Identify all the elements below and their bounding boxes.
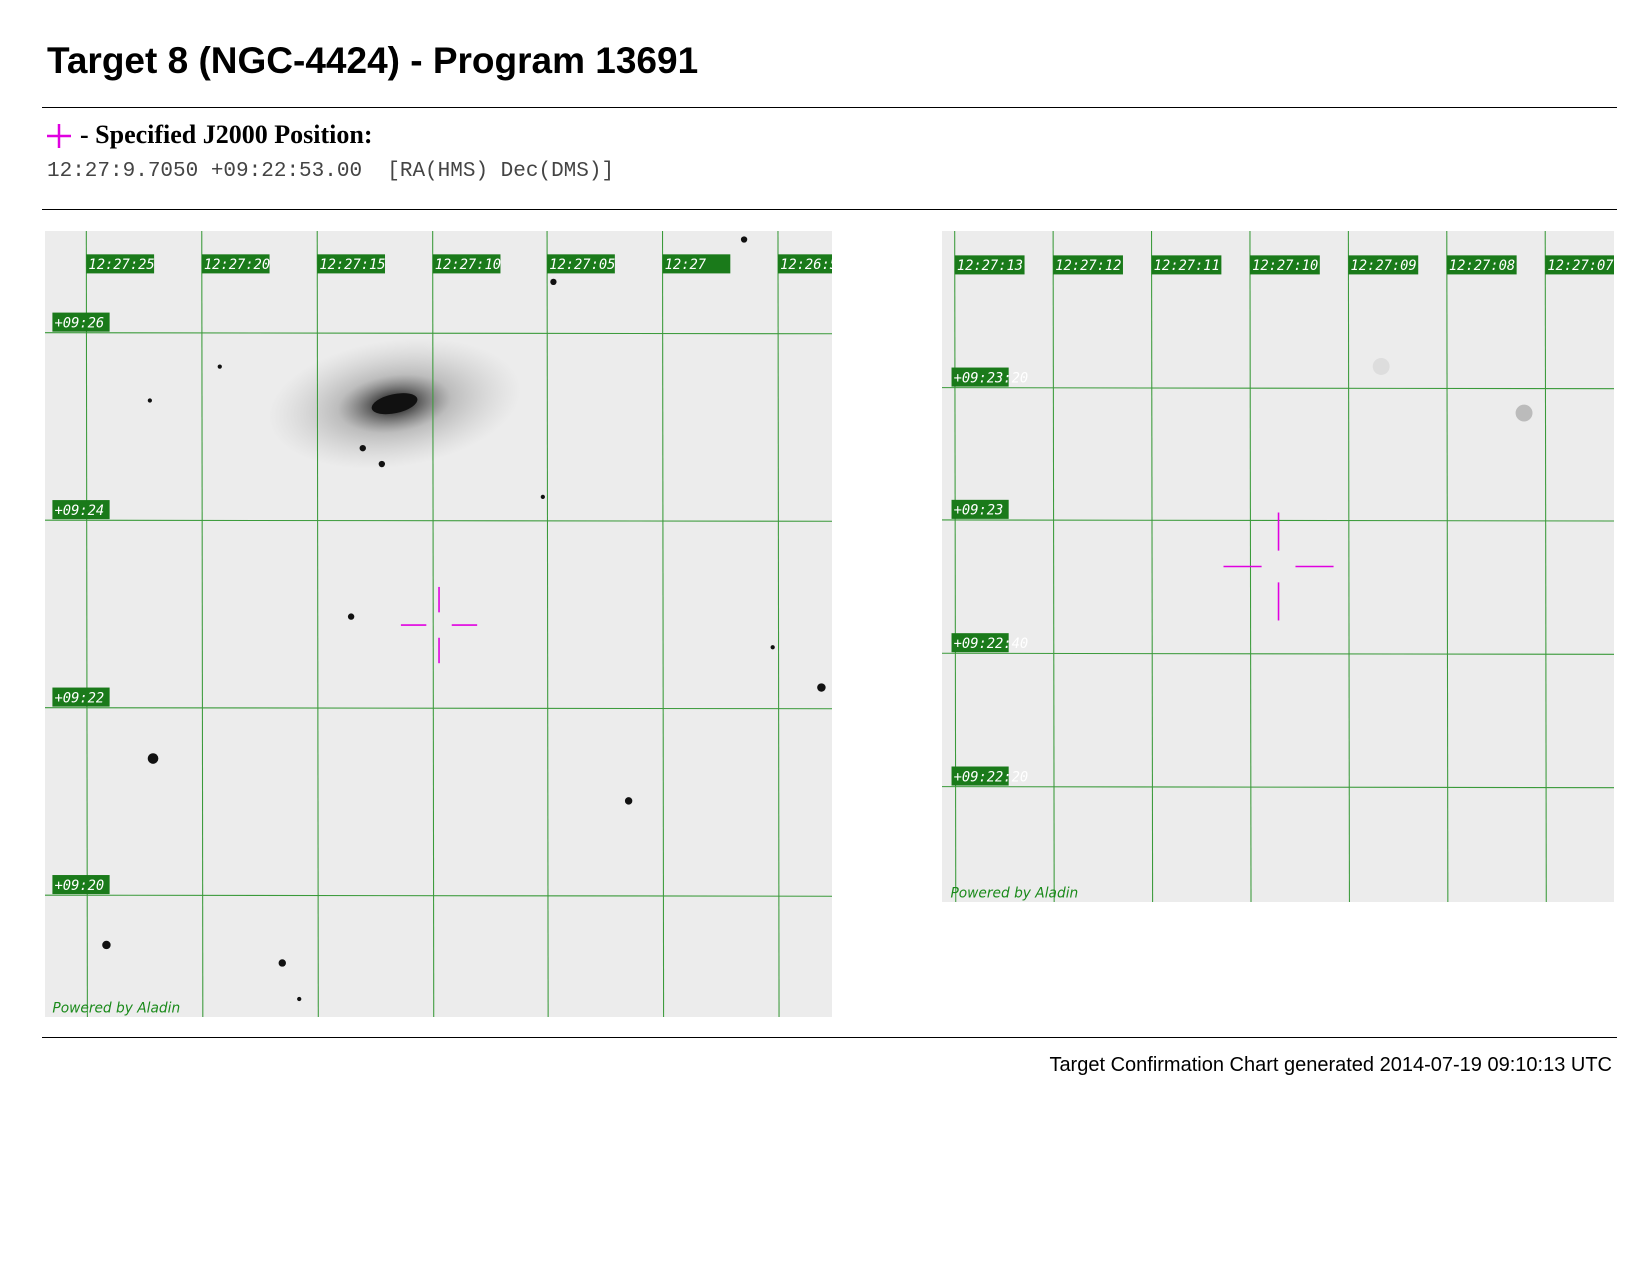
grid-line [661,231,665,1017]
grid-line [942,652,1614,655]
ra-label: 12:27:12 [1055,258,1121,274]
ra-label: 12:27 [665,257,707,273]
dec-label: +09:20 [55,878,105,894]
grid-line [942,387,1614,390]
grid-line [316,231,319,1017]
dec-label: +09:23 [954,503,1004,519]
dec-label: +09:26 [55,315,105,331]
grid-line [201,231,204,1017]
dec-label-bg [52,687,110,707]
dec-label-bg [951,633,1009,653]
grid-line [546,231,549,1017]
credit: Powered by Aladin [950,886,1078,902]
dec-label: +09:24 [55,503,105,519]
grid-line [1347,231,1350,902]
grid-line [432,231,435,1017]
ra-label: 12:27:25 [88,257,154,273]
grid-line [45,707,832,710]
ra-label-bg [1545,255,1614,275]
ra-label-bg [1348,255,1419,275]
ra-label: 12:27:13 [957,258,1023,274]
ra-label: 12:26:5 [780,257,832,273]
position-coords: 12:27:9.7050 +09:22:53.00 [RA(HMS) Dec(D… [47,160,615,183]
footer: Target Confirmation Chart generated 2014… [1049,1054,1612,1076]
ra-label: 12:27:20 [204,257,270,273]
ra-label-bg [777,254,832,274]
dec-label: +09:22:40 [954,636,1029,652]
ra-label-bg [954,255,1025,275]
ra-label-bg [86,254,155,274]
ra-label-bg [1053,255,1123,275]
ra-label: 12:27:10 [1252,258,1318,274]
grid-line [1052,231,1055,902]
credit: Powered by Aladin [52,1001,180,1017]
ra-label: 12:27:10 [435,257,501,273]
grid-line [1151,231,1154,902]
ra-label: 12:27:08 [1449,258,1515,274]
ra-label-bg [317,254,386,274]
dec-label-bg [951,367,1009,387]
ra-label-bg [1446,255,1517,275]
ra-label-bg [1249,255,1320,275]
ra-label: 12:27:11 [1154,258,1220,274]
dec-label-bg [951,499,1009,519]
dec-label: +09:23:20 [954,370,1029,386]
grid-line [1446,231,1449,902]
grid-line [1544,231,1547,902]
rule [42,1037,1617,1038]
ra-label: 12:27:05 [549,257,615,273]
dec-label-bg [52,875,110,895]
ra-label: 12:27:07 [1547,258,1614,274]
grid-line [777,231,780,1017]
position-label: - Specified J2000 Position: [80,120,373,149]
grid-line [45,519,832,522]
rule [42,209,1617,210]
sky-image-zoom: 12:27:13 12:27:12 12:27:11 12:27:10 12:27:09… [942,231,1614,902]
sky-image-wide: 12:27:25 12:27:20 12:27:15 12:27:10 12:27:05… [45,231,832,1017]
position-marker [47,124,71,148]
dec-label: +09:22 [55,690,105,706]
ra-label: 12:27:09 [1350,258,1416,274]
grid-line [45,332,832,335]
ra-label-bg [1151,255,1222,275]
dec-label-bg [52,312,110,332]
grid-line [954,231,957,902]
ra-label-bg [201,254,270,274]
grid-line [45,894,832,897]
ra-label-bg [662,254,731,274]
ra-label: 12:27:15 [319,257,385,273]
ra-label-bg [547,254,615,274]
dec-label-bg [52,500,110,520]
rule [42,107,1617,108]
grid-line [942,786,1614,789]
ra-label-bg [432,254,501,274]
dec-label: +09:22:20 [954,769,1029,785]
dec-label-bg [951,766,1009,786]
title: Target 8 (NGC-4424) - Program 13691 [47,40,699,81]
